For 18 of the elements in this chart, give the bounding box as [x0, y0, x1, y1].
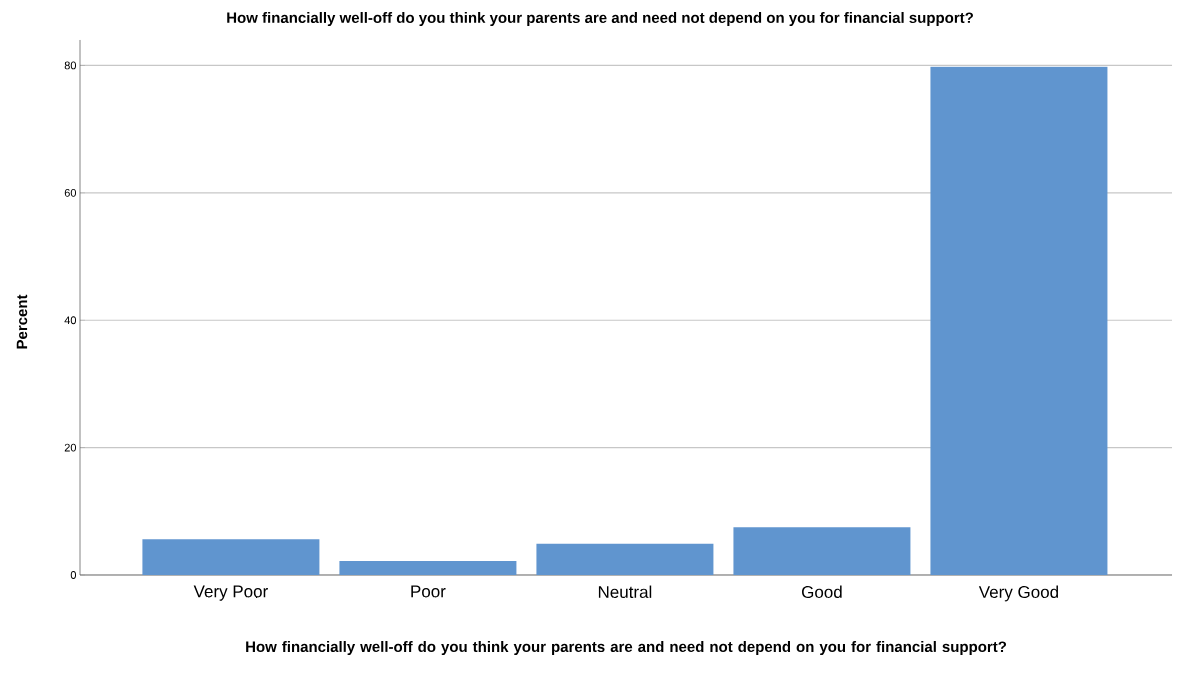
y-tick-label: 40	[64, 316, 77, 325]
y-tick-label: 0	[70, 571, 77, 579]
y-tick-label: 80	[64, 61, 77, 70]
y-tick-label: 60	[64, 188, 77, 197]
bar	[536, 543, 714, 575]
chart-title: How financially well-off do you think your parents are and need not depend on you for financial support?	[227, 12, 973, 26]
bar	[733, 527, 911, 575]
x-tick-label: Neutral	[598, 585, 652, 599]
x-tick-label: Good	[802, 585, 842, 599]
bar	[142, 539, 320, 575]
x-axis-title: How financially well-off do you think your parents are and need not depend on you for financial support?	[246, 641, 1007, 655]
bar	[339, 560, 517, 575]
x-tick-label: Very Poor	[193, 585, 268, 601]
x-tick-label: Very Good	[978, 585, 1058, 602]
y-axis-title: Percent	[16, 294, 28, 349]
bar	[930, 66, 1108, 575]
y-tick-label: 20	[64, 443, 77, 452]
x-tick-label: Poor	[411, 585, 446, 598]
